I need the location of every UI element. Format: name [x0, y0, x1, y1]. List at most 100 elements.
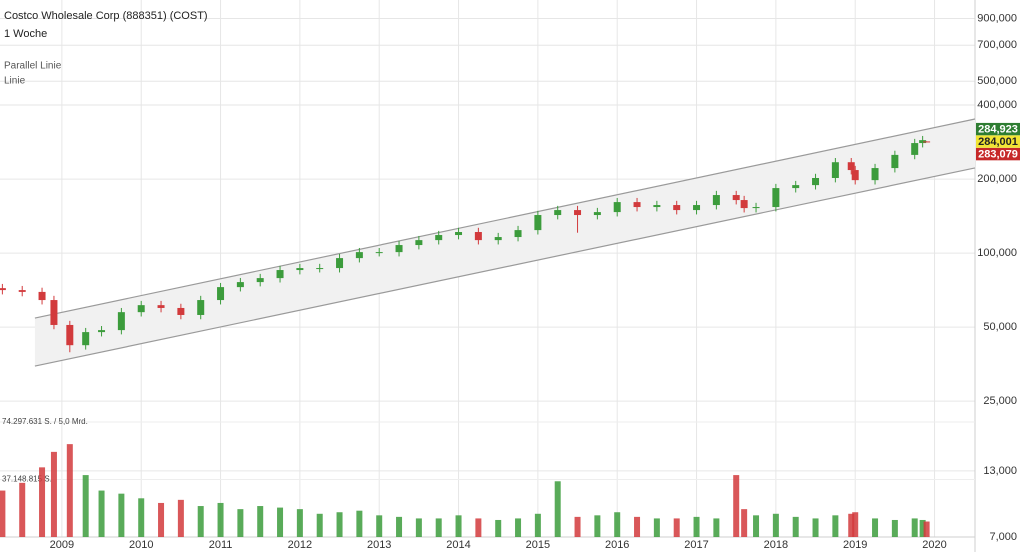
- volume-bar: [475, 518, 482, 537]
- y-tick-label: 900,000: [977, 12, 1017, 24]
- candle-body: [98, 330, 106, 333]
- volume-bar: [19, 482, 26, 537]
- candle-body: [395, 245, 403, 253]
- candle-body: [919, 140, 927, 144]
- x-tick-label: 2016: [605, 539, 629, 551]
- candle-body: [455, 232, 463, 236]
- candle-body: [50, 300, 58, 325]
- volume-bar: [82, 475, 89, 537]
- volume-bar: [923, 521, 930, 537]
- candle-body: [812, 178, 820, 186]
- candle-body: [752, 207, 760, 209]
- x-tick-label: 2011: [209, 539, 233, 551]
- volume-bar: [832, 515, 839, 537]
- candle-body: [653, 205, 661, 208]
- volume-bar: [911, 518, 918, 537]
- candle-body: [574, 210, 582, 216]
- candle-body: [38, 291, 46, 301]
- volume-bar: [396, 516, 403, 537]
- y-tick-label: 50,000: [983, 321, 1017, 333]
- candle-body: [157, 305, 165, 308]
- x-tick-label: 2013: [367, 539, 391, 551]
- volume-bar: [50, 451, 57, 537]
- candle-body: [792, 185, 800, 189]
- volume-bar: [574, 516, 581, 537]
- candle-body: [554, 210, 562, 216]
- candle-body: [197, 300, 205, 315]
- volume-bar: [733, 475, 740, 537]
- candle-body: [0, 288, 6, 291]
- volume-bar: [891, 519, 898, 537]
- volume-bar: [812, 518, 819, 537]
- candle-body: [514, 230, 522, 238]
- price-marker-label: 284,923: [978, 124, 1018, 136]
- y-tick-label: 25,000: [983, 395, 1017, 407]
- candle-body: [693, 205, 701, 211]
- candle-body: [316, 268, 324, 270]
- volume-bar: [554, 481, 561, 537]
- volume-bar: [848, 513, 855, 537]
- candle-body: [336, 258, 344, 269]
- candle-body: [296, 268, 304, 271]
- volume-bar: [693, 516, 700, 537]
- annotation: Linie: [4, 76, 26, 87]
- candle-body: [236, 282, 244, 288]
- annotation: Parallel Linie: [4, 61, 62, 72]
- x-tick-label: 2010: [129, 539, 153, 551]
- volume-bar: [534, 513, 541, 537]
- volume-bar: [455, 515, 462, 537]
- volume-bar: [614, 512, 621, 537]
- candle-body: [891, 154, 899, 169]
- volume-bar: [673, 518, 680, 537]
- y-tick-label: 13,000: [983, 465, 1017, 477]
- x-tick-label: 2012: [288, 539, 312, 551]
- volume-bar: [177, 499, 184, 537]
- volume-tick-label: 37.148.815 S.: [2, 475, 52, 484]
- volume-bar: [257, 506, 264, 537]
- y-tick-label: 7,000: [989, 531, 1017, 543]
- candle-body: [18, 290, 26, 292]
- candle-body: [435, 235, 443, 241]
- candle-body: [712, 195, 720, 206]
- y-tick-label: 400,000: [977, 99, 1017, 111]
- volume-bar: [197, 506, 204, 537]
- candle-body: [923, 141, 931, 143]
- x-tick-label: 2015: [526, 539, 550, 551]
- x-tick-label: 2020: [922, 539, 946, 551]
- volume-bar: [316, 513, 323, 537]
- volume-bar: [852, 512, 859, 537]
- volume-bar: [792, 516, 799, 537]
- candle-body: [117, 312, 125, 331]
- candle-body: [534, 215, 542, 231]
- volume-bar: [66, 444, 73, 537]
- x-tick-label: 2009: [50, 539, 74, 551]
- volume-bar: [39, 467, 46, 537]
- candle-body: [415, 240, 423, 246]
- candle-body: [355, 252, 363, 259]
- candle-body: [613, 202, 621, 213]
- volume-bar: [713, 518, 720, 537]
- candle-body: [375, 252, 383, 254]
- price-marker: [976, 135, 1020, 148]
- y-tick-label: 200,000: [977, 173, 1017, 185]
- volume-bar: [415, 518, 422, 537]
- candle-body: [633, 202, 641, 208]
- candle-body: [673, 205, 681, 211]
- chart-title: Costco Wholesale Corp (888351) (COST): [4, 10, 208, 22]
- volume-bar: [158, 502, 165, 537]
- volume-bar: [138, 498, 145, 537]
- chart-subtitle: 1 Woche: [4, 28, 47, 40]
- volume-bar: [919, 519, 926, 537]
- volume-bar: [753, 515, 760, 537]
- candle-body: [137, 305, 145, 313]
- volume-bar: [296, 509, 303, 537]
- channel-line: [34, 118, 976, 319]
- volume-bar: [0, 490, 6, 537]
- candle-body: [831, 162, 839, 179]
- volume-bar: [515, 518, 522, 537]
- volume-bar: [376, 515, 383, 537]
- volume-bar: [634, 516, 641, 537]
- x-tick-label: 2014: [446, 539, 470, 551]
- candle-body: [911, 143, 919, 155]
- price-marker: [976, 147, 1020, 161]
